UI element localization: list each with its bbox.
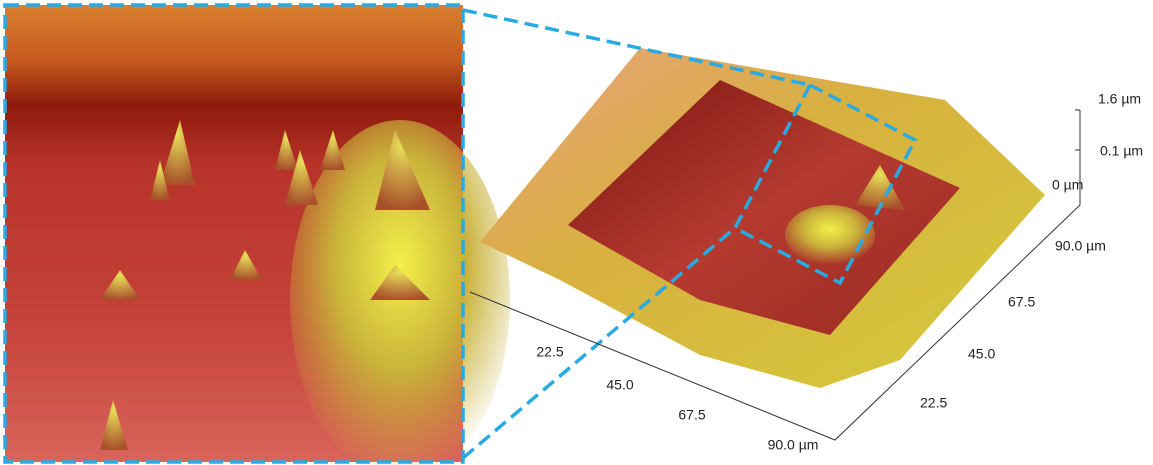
- z-label: 0 µm: [1052, 177, 1083, 193]
- figure: 1.6 µm 0.1 µm 0 µm 22.5 45.0 67.5 90.0 µ…: [0, 0, 1153, 465]
- zoom-panel: [5, 5, 510, 465]
- y-label: 67.5: [1008, 294, 1035, 310]
- surface-3d: [463, 10, 1045, 458]
- y-label: 45.0: [968, 346, 995, 362]
- x-label: 45.0: [606, 377, 633, 393]
- pit-mound: [785, 205, 875, 265]
- y-label: 90.0 µm: [1055, 238, 1106, 254]
- z-label: 1.6 µm: [1098, 91, 1141, 107]
- x-label: 90.0 µm: [768, 437, 819, 453]
- x-label: 22.5: [536, 344, 563, 360]
- z-label: 0.1 µm: [1100, 143, 1143, 159]
- x-label: 67.5: [678, 407, 705, 423]
- y-label: 22.5: [920, 395, 947, 411]
